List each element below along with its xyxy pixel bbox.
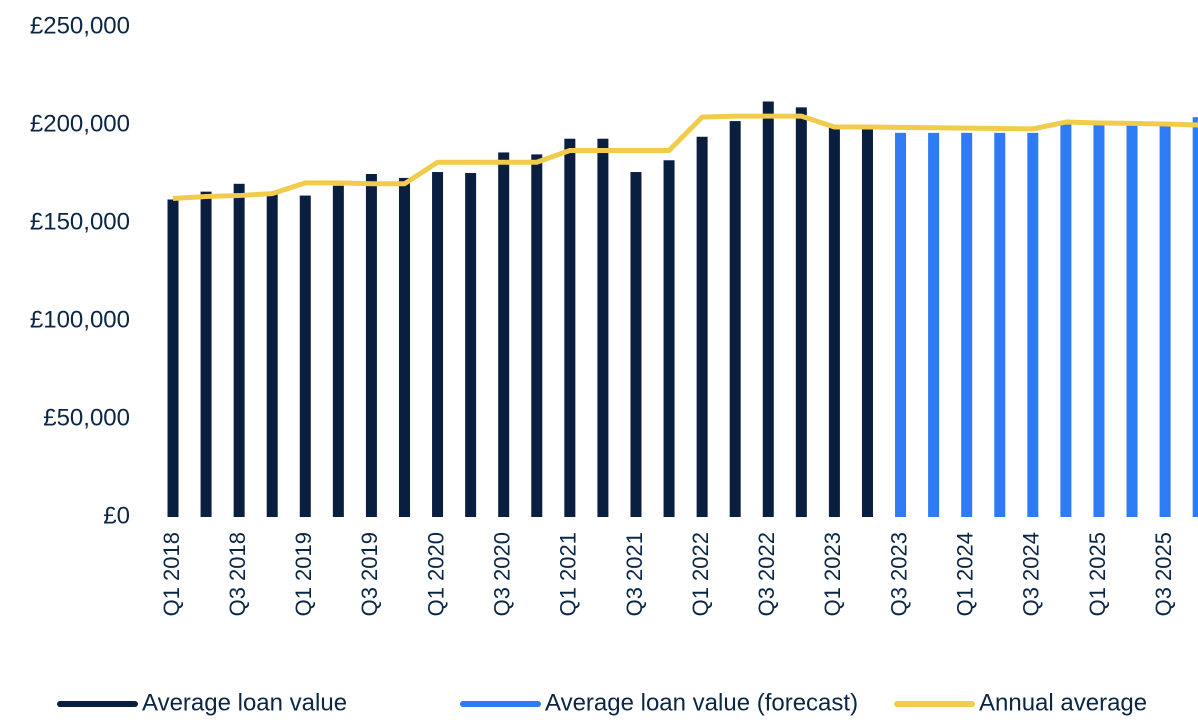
x-tick-label: Q1 2024 [952,532,977,616]
bar [498,152,510,517]
x-tick-label: Q1 2022 [688,532,713,616]
x-tick-label: Q1 2018 [159,532,184,616]
x-tick-label: Q1 2019 [291,532,316,616]
bar [729,121,741,517]
x-tick-label: Q1 2025 [1085,532,1110,616]
bar [961,132,973,517]
x-tick-label: Q3 2019 [357,532,382,616]
x-tick-label: Q3 2018 [225,532,250,616]
bar [1126,123,1138,517]
bar [564,138,576,517]
bar [762,101,774,517]
bar [1027,132,1039,517]
y-tick-label: £200,000 [30,110,130,137]
y-tick-label: £250,000 [30,12,130,39]
bar [365,174,377,517]
bar [828,126,840,518]
bar [696,136,708,517]
bar [299,195,311,517]
bar [928,132,940,517]
bar [630,172,642,518]
bar [1159,125,1171,517]
bar [432,172,444,518]
x-tick-label: Q3 2020 [490,532,515,616]
y-tick-label: £50,000 [43,404,130,431]
bar [1093,123,1105,517]
legend-label: Annual average [979,689,1147,716]
bar [531,154,543,517]
bar [266,193,278,517]
x-tick-label: Q3 2022 [754,532,779,616]
legend-label: Average loan value [142,689,347,716]
line [172,113,1198,201]
y-tick-label: £150,000 [30,208,130,235]
x-tick-label: Q1 2020 [423,532,448,616]
bar [861,126,873,518]
bar [167,199,179,518]
legend-label: Average loan value (forecast) [545,689,858,716]
bar [994,132,1006,517]
bar [398,177,410,518]
bar [200,191,212,517]
bar [1192,117,1198,517]
bar [795,107,807,518]
bar [233,183,245,518]
y-tick-label: £0 [103,502,130,529]
x-tick-label: Q1 2021 [556,532,581,616]
x-tick-label: Q3 2021 [622,532,647,616]
bar [465,173,477,517]
bar [597,138,609,517]
x-tick-label: Q1 2023 [820,532,845,616]
bar [1060,122,1072,517]
y-tick-label: £100,000 [30,306,130,333]
x-tick-label: Q3 2024 [1019,532,1044,616]
x-tick-label: Q3 2025 [1151,532,1176,616]
bar [895,132,907,517]
x-tick-label: Q3 2023 [886,532,911,616]
bar [663,160,675,517]
bar [332,185,344,517]
